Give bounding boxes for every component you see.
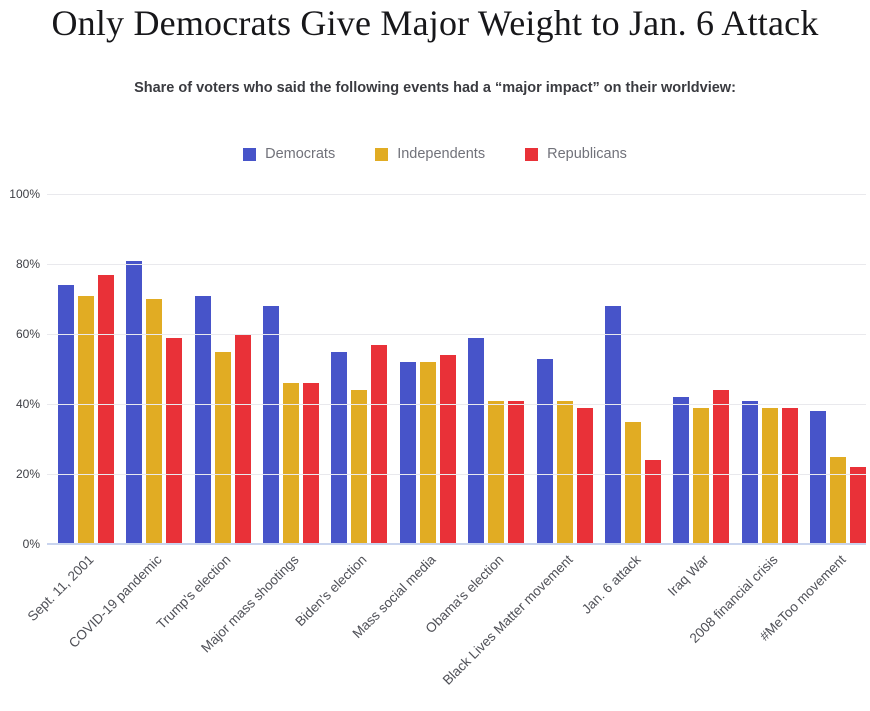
bar-republicans-iraq-war xyxy=(713,390,730,544)
bar-republicans-black-lives-matter-movement xyxy=(576,407,593,544)
bar-independents-metoo-movement xyxy=(829,456,846,544)
bar-independents-biden-s-election xyxy=(351,390,368,544)
legend-item-democrats: Democrats xyxy=(243,146,335,162)
legend-label-republicans: Republicans xyxy=(547,146,627,162)
gridline-60 xyxy=(47,334,866,335)
bar-democrats-mass-social-media xyxy=(399,362,416,544)
bar-group-major-mass-shootings xyxy=(263,306,320,544)
bar-independents-major-mass-shootings xyxy=(283,383,300,544)
x-axis-label-black-lives-matter-movement: Black Lives Matter movement xyxy=(439,552,576,688)
plot-area xyxy=(47,194,866,545)
bar-group-mass-social-media xyxy=(399,355,456,544)
bar-republicans-biden-s-election xyxy=(371,344,388,544)
bar-group-sept-11-2001 xyxy=(58,274,114,544)
chart-subtitle: Share of voters who said the following e… xyxy=(134,80,736,96)
y-tick-label-20: 20% xyxy=(15,467,40,481)
y-tick-label-40: 40% xyxy=(15,397,40,411)
legend-swatch-republicans xyxy=(525,147,539,161)
bar-group-biden-s-election xyxy=(331,344,388,544)
bar-group-jan-6-attack xyxy=(604,306,661,544)
bar-group-trump-s-election xyxy=(194,295,251,544)
bar-republicans-jan-6-attack xyxy=(644,460,661,544)
bar-democrats-biden-s-election xyxy=(331,351,348,544)
x-axis-label-iraq-war: Iraq War xyxy=(664,552,712,599)
bar-independents-trump-s-election xyxy=(214,351,231,544)
bar-democrats-iraq-war xyxy=(673,397,690,544)
bar-group-black-lives-matter-movement xyxy=(536,358,593,544)
bar-democrats-sept-11-2001 xyxy=(58,285,74,544)
bar-independents-covid-19-pandemic xyxy=(146,299,163,544)
bar-independents-sept-11-2001 xyxy=(78,295,94,544)
bar-republicans-obama-s-election xyxy=(508,400,525,544)
bar-democrats-obama-s-election xyxy=(468,337,485,544)
bar-republicans-metoo-movement xyxy=(849,467,866,544)
bar-democrats-black-lives-matter-movement xyxy=(536,358,553,544)
y-tick-label-80: 80% xyxy=(15,257,40,271)
bar-democrats-2008-financial-crisis xyxy=(741,400,758,544)
gridline-80 xyxy=(47,264,866,265)
legend-label-democrats: Democrats xyxy=(265,146,336,162)
gridline-100 xyxy=(47,194,866,195)
y-tick-label-60: 60% xyxy=(15,327,40,341)
bar-group-obama-s-election xyxy=(468,337,525,544)
bar-independents-black-lives-matter-movement xyxy=(556,400,573,544)
bar-group-metoo-movement xyxy=(809,411,866,544)
x-axis-label-jan-6-attack: Jan. 6 attack xyxy=(578,552,644,617)
bar-republicans-major-mass-shootings xyxy=(303,383,320,544)
bar-group-covid-19-pandemic xyxy=(126,260,183,544)
bar-democrats-covid-19-pandemic xyxy=(126,260,143,544)
bar-republicans-2008-financial-crisis xyxy=(781,407,798,544)
bar-independents-jan-6-attack xyxy=(624,421,641,544)
bar-republicans-trump-s-election xyxy=(234,334,251,544)
gridline-20 xyxy=(47,474,866,475)
x-axis-labels: Sept. 11, 2001 COVID-19 pandemic Trump's e… xyxy=(25,552,866,711)
bar-democrats-trump-s-election xyxy=(194,295,211,544)
bar-independents-mass-social-media xyxy=(419,362,436,544)
x-axis-label-biden-s-election: Biden's election xyxy=(292,552,370,630)
bar-groups xyxy=(47,194,866,544)
chart-legend: Democrats Independents Republicans xyxy=(0,146,870,162)
bar-independents-obama-s-election xyxy=(488,400,505,544)
legend-item-republicans: Republicans xyxy=(525,146,627,162)
x-axis-label-sept-11-2001: Sept. 11, 2001 xyxy=(24,552,97,625)
x-axis-baseline xyxy=(47,543,866,545)
bar-republicans-sept-11-2001 xyxy=(98,274,114,544)
y-tick-label-0: 0% xyxy=(22,537,40,551)
bar-democrats-jan-6-attack xyxy=(604,306,621,544)
bar-independents-2008-financial-crisis xyxy=(761,407,778,544)
bar-republicans-mass-social-media xyxy=(439,355,456,544)
bar-democrats-major-mass-shootings xyxy=(263,306,280,544)
bar-democrats-metoo-movement xyxy=(809,411,826,544)
bar-group-2008-financial-crisis xyxy=(741,400,798,544)
bar-republicans-covid-19-pandemic xyxy=(166,337,183,544)
y-tick-label-100: 100% xyxy=(9,187,40,201)
legend-swatch-democrats xyxy=(243,147,257,161)
page-title: Only Democrats Give Major Weight to Jan.… xyxy=(51,3,819,43)
legend-item-independents: Independents xyxy=(375,146,485,162)
legend-swatch-independents xyxy=(375,147,389,161)
bar-independents-iraq-war xyxy=(693,407,710,544)
legend-label-independents: Independents xyxy=(397,146,486,162)
bar-group-iraq-war xyxy=(673,390,730,544)
gridline-40 xyxy=(47,404,866,405)
